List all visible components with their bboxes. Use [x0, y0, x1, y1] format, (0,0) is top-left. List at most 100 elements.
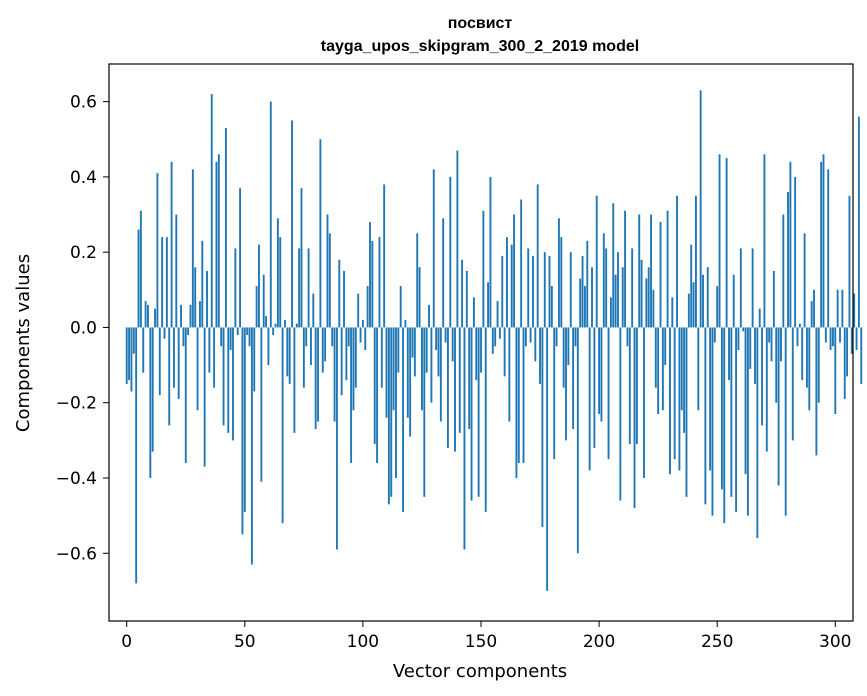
bar — [220, 327, 223, 347]
bar — [586, 240, 589, 328]
bar — [291, 120, 293, 328]
x-tick-label: 50 — [234, 632, 256, 652]
bar — [558, 218, 560, 328]
bar — [364, 327, 367, 351]
bar — [498, 327, 501, 339]
bar — [345, 327, 348, 381]
bar — [822, 154, 825, 328]
bar — [385, 327, 388, 418]
bar — [210, 94, 213, 328]
bar — [354, 327, 357, 388]
bar — [730, 327, 733, 497]
bar — [307, 248, 310, 328]
bar — [817, 327, 820, 403]
bar — [716, 286, 719, 328]
bar — [772, 270, 775, 328]
bar — [284, 319, 286, 328]
bar — [421, 327, 423, 411]
bar — [824, 327, 827, 343]
bar — [135, 327, 138, 584]
bar — [125, 327, 128, 384]
bar — [359, 327, 362, 343]
x-tick-label: 200 — [583, 632, 615, 652]
bar — [555, 327, 558, 347]
bar — [241, 327, 244, 535]
bar — [713, 327, 716, 343]
bar — [139, 210, 142, 328]
bar — [742, 327, 745, 332]
bar — [267, 327, 270, 366]
bar — [418, 267, 421, 328]
bar — [451, 327, 454, 362]
bar — [699, 90, 702, 328]
bar — [387, 327, 390, 505]
bar — [532, 255, 534, 328]
bar — [376, 327, 379, 463]
bar — [600, 327, 603, 422]
bar — [494, 327, 497, 347]
bar — [605, 248, 608, 328]
bar — [144, 301, 147, 328]
bar — [595, 195, 598, 328]
bar — [515, 327, 518, 478]
bar — [813, 289, 815, 328]
bar — [784, 327, 787, 516]
y-tick-label: −0.6 — [56, 544, 97, 564]
bar — [335, 327, 338, 550]
bar — [203, 327, 206, 467]
bar — [250, 327, 253, 565]
bar — [432, 169, 435, 328]
bar — [258, 244, 260, 328]
bar — [430, 327, 433, 403]
bar — [177, 327, 180, 399]
bar — [128, 327, 131, 381]
bar — [598, 327, 601, 415]
x-tick-label: 250 — [701, 632, 733, 652]
bar — [770, 327, 773, 362]
bar — [857, 116, 860, 328]
bar — [638, 214, 641, 328]
bar — [191, 169, 194, 328]
bar — [645, 278, 648, 328]
bar — [189, 304, 192, 328]
bar — [224, 127, 227, 328]
bar — [371, 240, 374, 328]
bar — [482, 210, 485, 328]
bar — [156, 173, 159, 328]
y-axis-label: Components values — [13, 254, 34, 432]
bar — [569, 252, 572, 328]
bar — [246, 327, 249, 335]
bar — [553, 327, 556, 460]
bar — [534, 327, 537, 362]
bar — [269, 101, 272, 328]
bar — [841, 289, 844, 328]
bar — [591, 267, 593, 328]
bar — [147, 304, 149, 328]
bar — [234, 248, 237, 328]
bar — [692, 282, 695, 328]
bar — [444, 327, 447, 343]
bar — [593, 327, 596, 448]
bar — [198, 301, 201, 328]
bar — [746, 327, 749, 516]
bar — [510, 244, 513, 328]
bar — [458, 327, 461, 433]
bar — [352, 327, 355, 411]
bar — [475, 327, 478, 381]
bar — [439, 327, 442, 422]
bar — [161, 237, 164, 328]
bar — [361, 319, 364, 328]
x-axis-ticks: 0 50 100 150 200 250 300 — [121, 621, 852, 652]
bar — [697, 327, 700, 411]
bar — [503, 327, 506, 377]
bar — [574, 327, 577, 347]
bar — [723, 327, 726, 524]
bar — [130, 327, 133, 392]
bar — [855, 327, 858, 351]
bar — [749, 327, 752, 369]
bar — [548, 255, 551, 328]
bar — [314, 327, 317, 430]
x-tick-label: 100 — [347, 632, 379, 652]
bar — [619, 327, 622, 501]
